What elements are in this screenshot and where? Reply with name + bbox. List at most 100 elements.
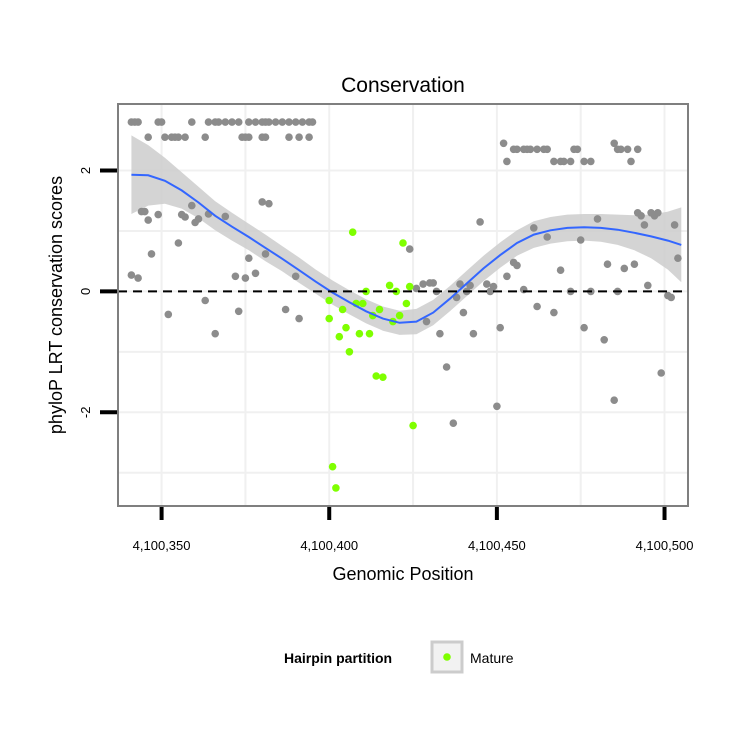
data-point-other <box>261 250 270 258</box>
data-point-other <box>228 118 236 126</box>
data-point-other <box>201 133 209 141</box>
data-point-other <box>543 233 551 241</box>
data-point-other <box>573 145 582 154</box>
x-tick-label: 4,100,500 <box>636 538 694 553</box>
data-point-other <box>144 216 152 224</box>
data-point-other <box>422 317 431 326</box>
x-axis: 4,100,350 4,100,400 4,100,450 4,100,500 <box>133 507 694 553</box>
data-point-other <box>640 221 649 229</box>
data-point-other <box>194 215 203 223</box>
y-tick-label: 0 <box>78 288 93 295</box>
data-point-other <box>291 118 300 126</box>
data-point-other <box>188 118 196 126</box>
mature-points <box>325 228 417 492</box>
x-tick-label: 4,100,400 <box>300 538 358 553</box>
data-point-mature <box>355 329 364 338</box>
data-point-other <box>550 157 558 166</box>
data-point-other <box>241 274 250 282</box>
data-point-other <box>566 157 575 166</box>
data-point-other <box>667 293 675 302</box>
data-point-other <box>513 261 521 270</box>
smooth-line-group <box>131 173 682 324</box>
data-point-other <box>278 118 287 126</box>
data-point-mature <box>409 421 417 430</box>
x-tick-label: 4,100,450 <box>468 538 526 553</box>
smooth-line <box>131 173 682 324</box>
data-point-other <box>560 157 568 166</box>
data-point-other <box>466 281 474 290</box>
data-point-other <box>489 282 498 291</box>
data-point-other <box>265 118 273 126</box>
data-point-mature <box>365 329 374 338</box>
data-point-other <box>530 224 538 232</box>
data-point-other <box>161 133 169 141</box>
data-point-other <box>620 264 629 273</box>
data-point-other <box>503 157 511 166</box>
data-point-other <box>627 157 635 166</box>
data-point-mature <box>342 323 350 332</box>
data-point-other <box>134 118 142 126</box>
data-point-other <box>496 323 505 332</box>
data-point-other <box>157 118 166 126</box>
data-point-other <box>181 213 189 221</box>
chart-title: Conservation <box>341 74 465 97</box>
data-point-other <box>412 284 421 293</box>
data-point-other <box>298 118 307 126</box>
data-point-other <box>483 280 491 288</box>
data-point-other <box>221 118 230 126</box>
data-point-other <box>637 212 645 220</box>
data-point-other <box>493 402 501 411</box>
data-point-other <box>251 118 260 126</box>
data-point-other <box>154 210 162 219</box>
legend-label-mature: Mature <box>470 650 514 666</box>
data-point-other <box>526 145 535 154</box>
data-point-other <box>670 221 679 229</box>
y-tick-label: -2 <box>78 407 93 419</box>
data-point-other <box>543 145 551 154</box>
data-point-mature <box>345 348 354 356</box>
data-point-other <box>469 329 478 338</box>
data-point-other <box>234 307 243 316</box>
data-point-mature <box>379 373 387 382</box>
data-point-other <box>556 266 565 275</box>
data-point-other <box>610 139 618 148</box>
data-point-other <box>188 201 196 210</box>
data-point-mature <box>359 299 367 308</box>
data-point-mature <box>405 282 414 291</box>
data-point-other <box>436 329 444 338</box>
data-point-other <box>221 212 230 221</box>
data-point-other <box>181 133 189 141</box>
data-point-other <box>251 269 260 278</box>
data-point-other <box>234 118 243 126</box>
data-point-other <box>593 215 602 223</box>
data-point-other <box>141 207 149 216</box>
data-point-mature <box>372 372 381 380</box>
data-point-other <box>580 323 588 332</box>
legend-mature-swatch <box>443 653 451 661</box>
data-point-other <box>245 118 253 126</box>
data-point-other <box>580 157 588 166</box>
data-point-other <box>174 239 183 247</box>
legend: Hairpin partition Mature <box>284 640 514 674</box>
plot-panel <box>117 103 689 507</box>
data-point-other <box>533 302 541 311</box>
data-point-mature <box>385 281 394 290</box>
data-point-other <box>644 281 652 290</box>
data-point-other <box>476 218 484 226</box>
data-point-other <box>258 198 267 206</box>
data-point-other <box>533 145 541 154</box>
y-tick-label: 2 <box>78 167 93 174</box>
data-point-mature <box>348 228 357 236</box>
data-point-other <box>164 310 173 319</box>
data-point-other <box>291 272 300 281</box>
data-point-other <box>550 308 558 317</box>
data-point-other <box>503 272 511 281</box>
data-point-other <box>271 118 280 126</box>
data-point-other <box>657 369 665 377</box>
data-point-other <box>419 280 427 288</box>
data-point-other <box>449 419 458 428</box>
data-point-other <box>231 272 240 281</box>
other-points <box>127 118 682 428</box>
data-point-other <box>144 133 152 141</box>
